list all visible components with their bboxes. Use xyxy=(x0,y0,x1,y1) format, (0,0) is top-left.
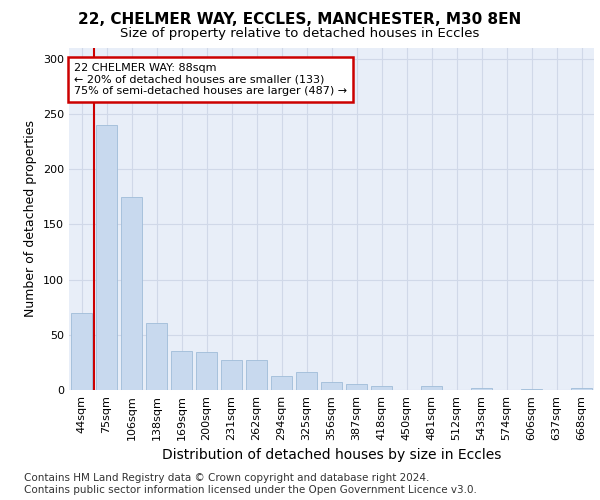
Bar xyxy=(371,386,392,390)
Bar xyxy=(271,376,292,390)
X-axis label: Distribution of detached houses by size in Eccles: Distribution of detached houses by size … xyxy=(162,448,501,462)
Bar xyxy=(221,360,242,390)
Bar xyxy=(471,388,492,390)
Bar xyxy=(196,352,217,390)
Bar xyxy=(346,384,367,390)
Bar xyxy=(321,382,342,390)
Bar xyxy=(521,389,542,390)
Bar xyxy=(171,352,192,390)
Bar xyxy=(71,312,92,390)
Bar xyxy=(146,322,167,390)
Text: 22 CHELMER WAY: 88sqm
← 20% of detached houses are smaller (133)
75% of semi-det: 22 CHELMER WAY: 88sqm ← 20% of detached … xyxy=(74,63,347,96)
Bar xyxy=(246,360,267,390)
Bar xyxy=(571,388,592,390)
Bar xyxy=(296,372,317,390)
Bar xyxy=(121,196,142,390)
Bar xyxy=(96,125,117,390)
Text: 22, CHELMER WAY, ECCLES, MANCHESTER, M30 8EN: 22, CHELMER WAY, ECCLES, MANCHESTER, M30… xyxy=(79,12,521,28)
Bar xyxy=(421,386,442,390)
Text: Size of property relative to detached houses in Eccles: Size of property relative to detached ho… xyxy=(121,28,479,40)
Text: Contains HM Land Registry data © Crown copyright and database right 2024.
Contai: Contains HM Land Registry data © Crown c… xyxy=(24,474,477,495)
Y-axis label: Number of detached properties: Number of detached properties xyxy=(25,120,37,318)
